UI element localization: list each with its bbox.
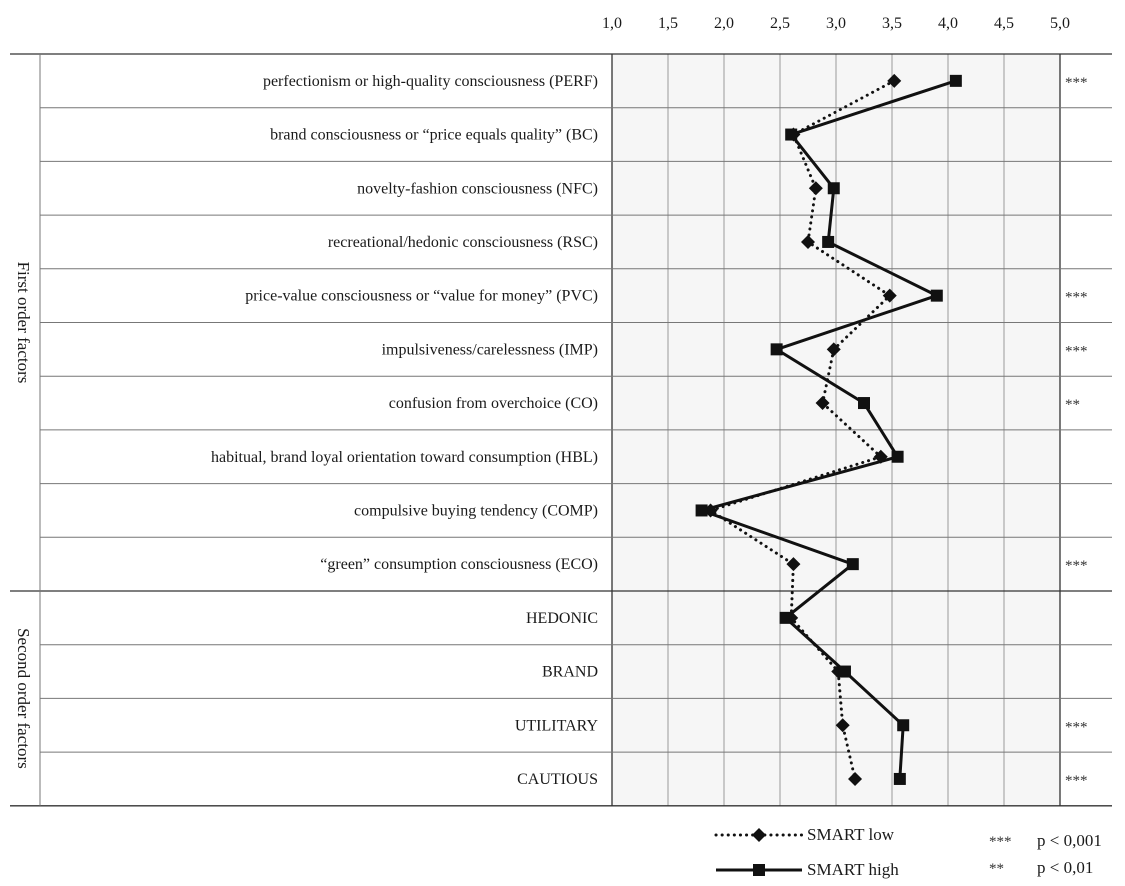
significance-marker: *** [1065,773,1088,789]
row-label: UTILITARY [515,717,599,734]
legend-label: SMART high [807,860,899,879]
legend-label: SMART low [807,825,895,844]
data-point-square [858,397,870,410]
x-tick-label: 5,0 [1050,15,1070,32]
row-label: impulsiveness/carelessness (IMP) [382,341,598,358]
data-point-square [893,772,906,785]
row-label: compulsive buying tendency (COMP) [354,502,598,519]
significance-legend-label: p < 0,01 [1037,858,1093,877]
significance-legend-marker: ** [989,861,1004,877]
data-point-square [695,504,708,517]
row-label: recreational/hedonic consciousness (RSC) [328,234,598,251]
data-point-diamond [826,342,841,357]
row-label: price-value consciousness or “value for … [245,288,598,305]
x-tick-label: 2,5 [770,15,790,32]
data-point-diamond [873,449,888,464]
series-line-smart-low [709,79,896,781]
significance-legend-label: p < 0,001 [1037,831,1102,850]
row-label: BRAND [542,664,598,681]
row-label: CAUTIOUS [517,771,598,788]
x-tick-label: 3,5 [882,15,902,32]
significance-marker: *** [1065,719,1088,735]
x-tick-label: 3,0 [826,15,846,32]
legend-marker-square [753,864,765,876]
data-point-square [891,450,904,463]
series-line-smart-high [700,79,957,780]
significance-marker: *** [1065,290,1088,306]
significance-marker: *** [1065,343,1088,359]
legend-marker-diamond [752,828,766,842]
row-label: habitual, brand loyal orientation toward… [211,449,598,466]
row-label: confusion from overchoice (CO) [389,395,598,412]
group-label: First order factors [14,262,33,384]
data-point-square [846,558,859,571]
data-point-square [827,182,840,195]
data-point-square [822,235,835,248]
data-point-square [897,719,910,732]
row-label: novelty-fashion consciousness (NFC) [357,180,598,197]
data-point-diamond [848,771,863,786]
data-point-square [779,611,792,624]
row-label: HEDONIC [526,610,598,627]
x-tick-label: 4,0 [938,15,958,32]
significance-marker: ** [1065,397,1080,413]
x-tick-label: 1,0 [602,15,622,32]
data-point-diamond [801,234,815,249]
data-point-square [949,74,962,87]
x-tick-label: 2,0 [714,15,734,32]
data-point-diamond [835,718,850,733]
data-point-diamond [815,396,830,411]
data-point-square [930,289,943,302]
row-label: brand consciousness or “price equals qua… [270,127,598,144]
data-point-diamond [882,288,897,303]
x-tick-label: 1,5 [658,15,678,32]
significance-marker: *** [1065,558,1088,574]
data-point-square [770,343,783,356]
row-label: “green” consumption consciousness (ECO) [320,556,598,573]
x-tick-label: 4,5 [994,15,1014,32]
row-label: perfectionism or high-quality consciousn… [263,73,598,90]
data-point-diamond [808,181,823,196]
significance-marker: *** [1065,75,1088,91]
data-point-diamond [887,73,902,88]
data-point-diamond [786,557,801,572]
significance-legend-marker: *** [989,834,1012,850]
data-point-square [785,128,798,141]
data-point-square [838,665,851,678]
group-label: Second order factors [14,628,33,769]
